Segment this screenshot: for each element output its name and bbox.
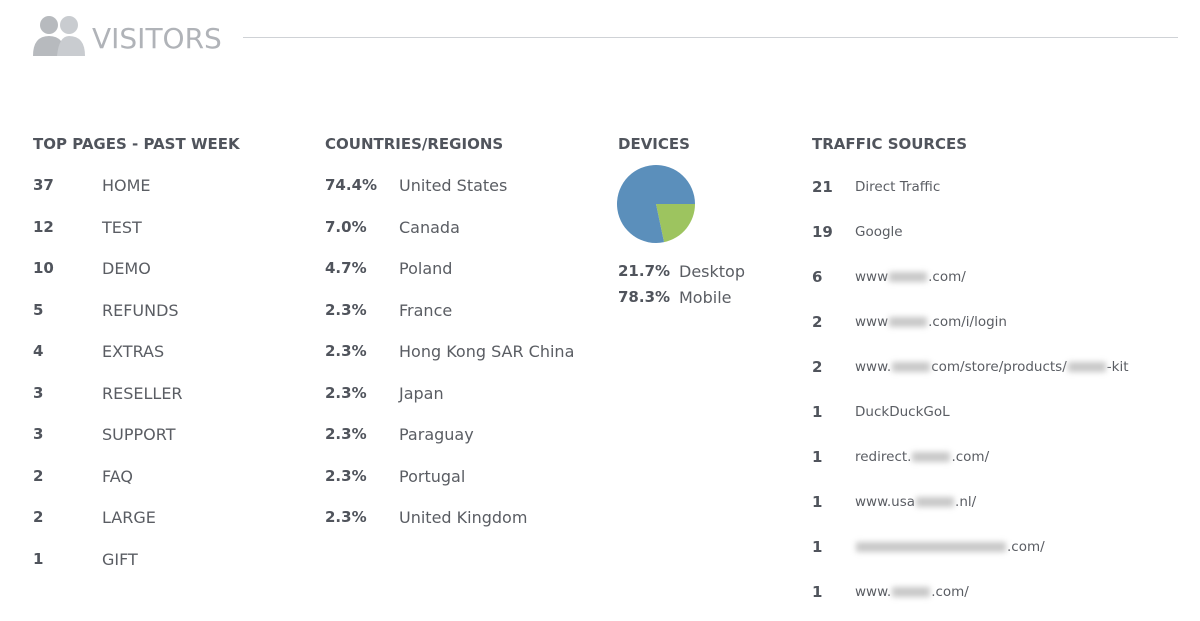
source-name: DuckDuckGoL	[855, 404, 950, 420]
country-share: 2.3%	[325, 383, 367, 402]
devices-pie	[617, 165, 695, 243]
page-name: REFUNDS	[102, 300, 179, 320]
source-text: Direct Traffic	[855, 179, 941, 195]
country-name: France	[399, 300, 453, 320]
country-share: 4.7%	[325, 259, 367, 277]
redacted	[889, 317, 928, 327]
page-name: GIFT	[102, 549, 138, 569]
source-text: www.usa	[855, 494, 916, 510]
source-count: 2	[812, 313, 823, 331]
source-text: redirect.	[855, 449, 912, 465]
country-share: 74.4%	[325, 176, 378, 194]
source-name: Direct Traffic	[855, 179, 940, 195]
source-text: com/store/products/	[931, 359, 1067, 375]
country-name: Canada	[399, 217, 460, 237]
page-name: FAQ	[102, 466, 133, 486]
device-share: 21.7%	[618, 262, 671, 280]
section-title: TOP PAGES - PAST WEEK	[33, 135, 240, 153]
source-count: 19	[812, 223, 833, 241]
section-title: COUNTRIES/REGIONS	[325, 135, 504, 153]
pie-slice	[617, 165, 695, 243]
country-name: Poland	[399, 259, 453, 278]
page-name: LARGE	[102, 508, 156, 527]
source-count: 2	[812, 358, 823, 376]
source-text: www.	[855, 359, 892, 375]
page-count: 12	[33, 217, 54, 236]
page-name: EXTRAS	[102, 342, 165, 361]
page-count: 1	[33, 549, 44, 568]
source-text: Google	[855, 224, 903, 240]
source-text: .com/	[1007, 539, 1045, 555]
source-name: www. com/store/products/ -kit	[855, 359, 1129, 375]
divider	[243, 37, 1178, 38]
page-title: VISITORS	[92, 22, 222, 55]
source-text: .nl/	[955, 494, 977, 510]
page-count: 10	[33, 259, 54, 277]
redacted	[856, 542, 1006, 552]
source-count: 21	[812, 178, 833, 196]
source-name: .com/	[855, 539, 1045, 555]
page-name: RESELLER	[102, 383, 183, 403]
page-name: TEST	[102, 217, 142, 237]
source-text: www	[855, 269, 889, 285]
source-count: 1	[812, 403, 823, 421]
pie-slice	[656, 204, 695, 243]
source-text: .com/	[951, 449, 990, 465]
page-count: 2	[33, 508, 44, 526]
source-count: 1	[812, 538, 823, 556]
redacted	[892, 362, 931, 372]
device-share: 78.3%	[618, 288, 671, 306]
page-name: SUPPORT	[102, 425, 176, 444]
section-title: DEVICES	[618, 135, 690, 153]
page-count: 3	[33, 425, 44, 443]
page-count: 3	[33, 383, 44, 402]
source-text: www.	[855, 584, 892, 600]
source-name: www. .com/	[855, 584, 969, 600]
country-share: 7.0%	[325, 217, 367, 236]
page-count: 4	[33, 342, 44, 360]
redacted	[892, 587, 931, 597]
device-name: Desktop	[679, 262, 745, 281]
country-share: 2.3%	[325, 425, 367, 443]
device-name: Mobile	[679, 288, 732, 307]
source-name: www .com/i/login	[855, 314, 1007, 330]
source-name: www.usa .nl/	[855, 494, 976, 510]
visitors-icon	[33, 16, 85, 56]
source-count: 6	[812, 268, 823, 286]
redacted	[912, 452, 951, 462]
country-name: United Kingdom	[399, 508, 528, 527]
source-text: .com/i/login	[928, 314, 1007, 330]
country-name: United States	[399, 176, 508, 195]
source-count: 1	[812, 583, 823, 601]
section-title: TRAFFIC SOURCES	[812, 135, 968, 153]
source-count: 1	[812, 493, 823, 511]
country-share: 2.3%	[325, 300, 367, 319]
country-share: 2.3%	[325, 508, 367, 526]
country-name: Hong Kong SAR China	[399, 342, 575, 361]
country-share: 2.3%	[325, 342, 367, 360]
redacted	[916, 497, 955, 507]
source-name: redirect. .com/	[855, 449, 989, 465]
country-name: Japan	[399, 383, 444, 403]
source-text: DuckDuckGoL	[855, 404, 950, 420]
source-text: -kit	[1106, 359, 1129, 375]
source-count: 1	[812, 448, 823, 466]
source-name: www .com/	[855, 269, 966, 285]
country-share: 2.3%	[325, 466, 367, 485]
country-name: Portugal	[399, 466, 466, 486]
source-text: .com/	[931, 584, 969, 600]
country-name: Paraguay	[399, 425, 474, 444]
page-count: 37	[33, 176, 54, 194]
page-name: DEMO	[102, 259, 151, 278]
redacted	[1067, 362, 1106, 372]
redacted	[889, 272, 928, 282]
source-text: www	[855, 314, 889, 330]
page-count: 5	[33, 300, 44, 319]
source-text: .com/	[928, 269, 966, 285]
source-name: Google	[855, 224, 903, 240]
page-count: 2	[33, 466, 44, 485]
page-name: HOME	[102, 176, 151, 195]
